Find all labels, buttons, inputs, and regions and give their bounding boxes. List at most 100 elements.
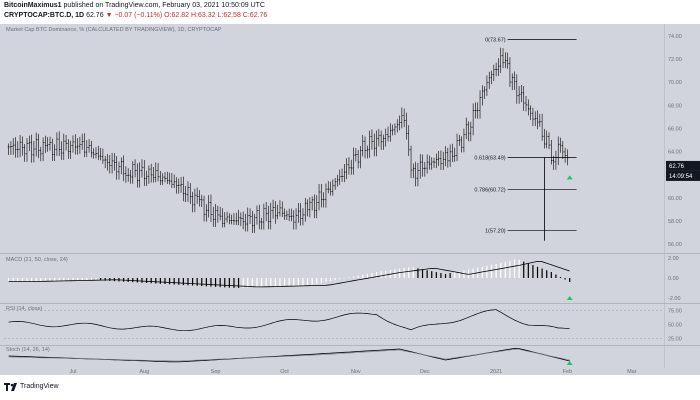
rsi-line (8, 309, 570, 332)
symbol-name[interactable]: CRYPTOCAP:BTC.D, 1D (4, 12, 85, 19)
fib-level-label: 1(57.20) (485, 228, 506, 234)
x-tick-label: Oct (280, 369, 289, 375)
macd-histogram-bar (320, 278, 322, 283)
rsi-tick-label: 50.00 (668, 323, 682, 329)
x-tick-label: Jul (69, 369, 76, 375)
macd-histogram-bar (403, 268, 405, 278)
last-price-badge-bg (666, 160, 700, 171)
author-name[interactable]: BitcoinMaximus1 (4, 2, 62, 9)
macd-histogram-bar (362, 274, 364, 278)
macd-histogram-bar (224, 278, 226, 288)
macd-histogram-bar (454, 272, 456, 278)
macd-histogram-bar (191, 278, 194, 286)
macd-histogram-bar (541, 268, 543, 278)
macd-histogram-bar (17, 278, 19, 282)
macd-pane-label: MACD (21, 50, close, 24) (6, 257, 68, 263)
macd-histogram-bar (375, 272, 378, 278)
chart-header: BitcoinMaximus1 published on TradingView… (0, 0, 700, 24)
macd-histogram-bar (283, 278, 286, 287)
macd-histogram-bar (76, 278, 79, 281)
ohlc-high: H:63.32 (191, 12, 216, 19)
tradingview-brand[interactable]: TradingView (20, 383, 59, 390)
macd-histogram-bar (214, 278, 217, 287)
macd-histogram-bar (536, 266, 539, 278)
x-tick-label: 2021 (490, 369, 502, 375)
tradingview-logo-icon[interactable] (4, 382, 18, 392)
macd-tick-label: -2.00 (668, 296, 681, 302)
macd-histogram-bar (569, 278, 571, 282)
macd-histogram-bar (265, 278, 267, 288)
macd-histogram-bar (371, 272, 373, 278)
macd-histogram-bar (44, 278, 46, 282)
publish-info: BitcoinMaximus1 published on TradingView… (4, 2, 265, 9)
macd-histogram-bar (449, 273, 451, 278)
macd-histogram-bar (481, 266, 483, 278)
fib-level-label: 0(73.67) (485, 38, 506, 44)
macd-histogram-bar (426, 270, 428, 278)
macd-histogram-bar (486, 265, 488, 278)
x-tick-label: Nov (351, 369, 361, 375)
x-tick-label: Feb (563, 369, 572, 375)
macd-histogram-bar (72, 278, 74, 281)
chart-svg[interactable]: 74.0072.0070.0068.0066.0064.0062.0060.00… (0, 24, 700, 375)
price-tick-label: 64.00 (668, 150, 682, 156)
macd-histogram-bar (109, 278, 111, 281)
countdown-badge: 14:09:54 (669, 174, 693, 180)
ohlc-low: L:62.58 (217, 12, 241, 19)
x-tick-label: Mar (627, 369, 637, 375)
macd-histogram-bar (412, 267, 414, 278)
macd-histogram-bar (527, 263, 529, 278)
macd-histogram-bar (173, 278, 175, 285)
macd-histogram-bar (518, 259, 520, 278)
macd-histogram-bar (385, 270, 387, 278)
rsi-tick-label: 75.00 (668, 309, 682, 315)
macd-histogram-bar (251, 278, 253, 288)
macd-histogram-bar (187, 278, 189, 286)
macd-histogram-bar (274, 278, 276, 287)
macd-histogram-bar (500, 262, 502, 278)
macd-histogram-bar (288, 278, 290, 287)
price-tick-label: 68.00 (668, 103, 682, 109)
macd-histogram-bar (178, 278, 180, 285)
macd-histogram-bar (196, 278, 198, 286)
macd-histogram-bar (495, 264, 497, 278)
price-tick-label: 74.00 (668, 34, 682, 40)
macd-histogram-bar (550, 272, 552, 278)
macd-tick-label: 0.00 (668, 276, 679, 282)
macd-histogram-bar (136, 278, 138, 283)
published-text: published on TradingView.com, February 0… (63, 2, 265, 9)
macd-histogram-bar (132, 278, 134, 283)
price-tick-label: 60.00 (668, 196, 682, 202)
last-price: 62.76 (86, 12, 104, 19)
macd-histogram-bar (357, 275, 359, 278)
macd-histogram-bar (219, 278, 221, 288)
rsi-tick-label: 25.00 (668, 336, 682, 342)
macd-histogram-bar (247, 278, 249, 288)
macd-histogram-bar (348, 277, 350, 278)
price-tick-label: 66.00 (668, 126, 682, 132)
macd-histogram-bar (564, 278, 566, 280)
macd-histogram-bar (352, 276, 355, 278)
macd-histogram-bar (513, 259, 516, 278)
macd-histogram-bar (279, 278, 281, 287)
macd-histogram-bar (325, 278, 327, 282)
macd-histogram-bar (256, 278, 258, 288)
macd-histogram-bar (293, 278, 295, 287)
ohlc-close: C:62.76 (242, 12, 268, 19)
macd-histogram-bar (302, 278, 304, 287)
ohlc-open: O:62.82 (164, 12, 190, 19)
macd-histogram-bar (467, 269, 470, 278)
macd-histogram-bar (490, 264, 493, 278)
macd-histogram-bar (155, 278, 157, 284)
macd-histogram-bar (127, 278, 129, 282)
countdown-badge-bg (666, 170, 700, 181)
macd-histogram-bar (12, 278, 14, 282)
last-price-badge: 62.76 (669, 164, 685, 170)
macd-histogram-bar (53, 278, 56, 281)
macd-histogram-bar (21, 278, 23, 282)
macd-tick-label: 2.00 (668, 256, 679, 262)
chart-area[interactable]: 74.0072.0070.0068.0066.0064.0062.0060.00… (0, 24, 700, 375)
chart-footer: TradingView (0, 375, 700, 400)
macd-histogram-bar (233, 278, 235, 288)
x-tick-label: Sep (211, 369, 221, 375)
